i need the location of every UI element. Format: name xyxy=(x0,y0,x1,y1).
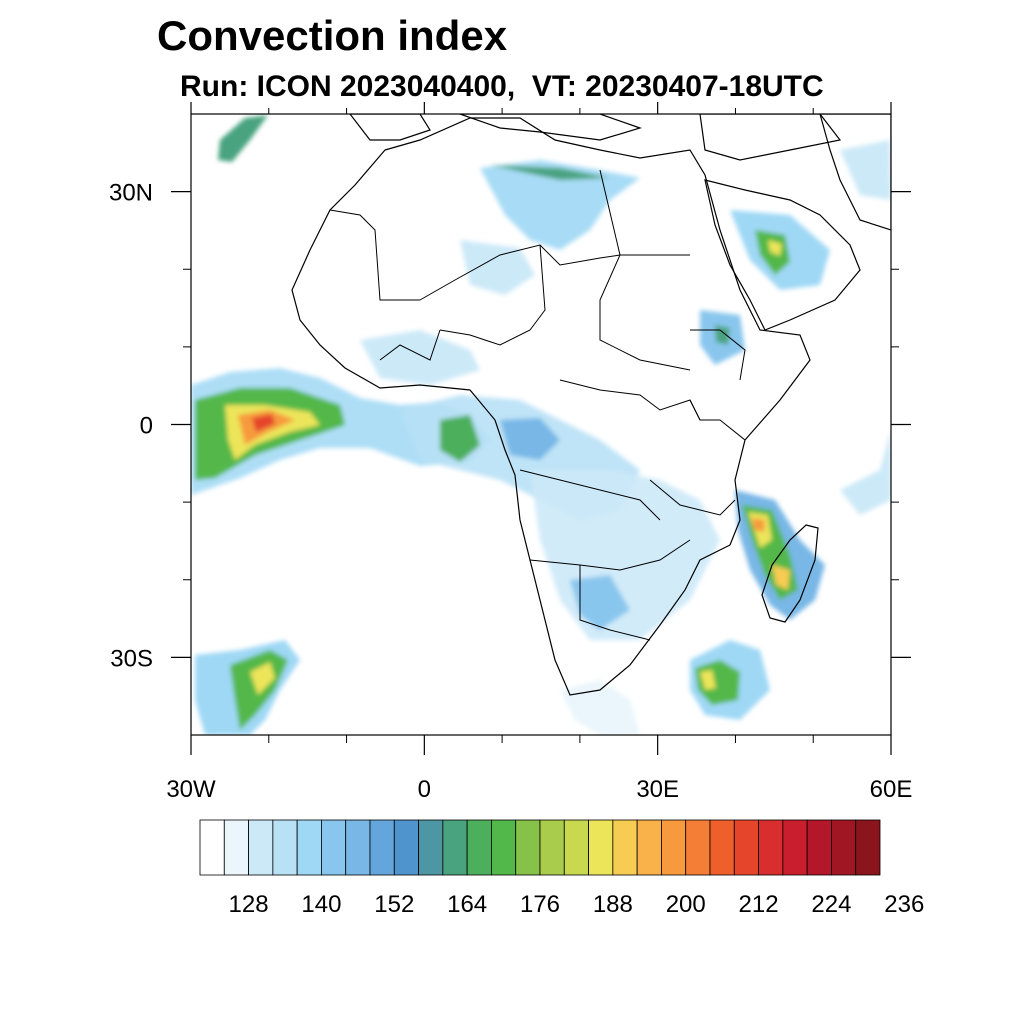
colorbar-label: 176 xyxy=(520,891,560,918)
colorbar-swatch xyxy=(806,819,832,876)
madagascar-yellow xyxy=(772,565,790,590)
colorbar-label: 236 xyxy=(884,891,924,918)
colorbar-swatch xyxy=(855,819,881,876)
indian-ocean-patch xyxy=(840,430,891,515)
colorbar-swatch xyxy=(248,819,274,876)
colorbar-label: 164 xyxy=(447,891,487,918)
mozambique-orange xyxy=(752,518,765,532)
colorbar-swatch xyxy=(758,819,784,876)
iran-patch xyxy=(840,140,891,200)
colorbar-swatch xyxy=(709,819,735,876)
land-outline xyxy=(761,524,819,623)
colorbar-swatch xyxy=(685,819,711,876)
land-outline xyxy=(291,117,811,696)
colorbar-swatch xyxy=(661,819,687,876)
southern-africa-outer xyxy=(530,470,720,640)
x-tick-label: 30E xyxy=(636,776,679,803)
colorbar-swatch xyxy=(272,819,298,876)
colorbar-label: 188 xyxy=(593,891,633,918)
colorbar-swatch xyxy=(491,819,517,876)
colorbar-swatch xyxy=(563,819,589,876)
x-tick-label: 60E xyxy=(870,776,913,803)
x-tick-label: 30W xyxy=(166,776,216,803)
colorbar-swatch xyxy=(782,819,808,876)
map-title: Convection index xyxy=(157,12,508,59)
colorbar-swatch xyxy=(296,819,322,876)
colorbar-swatch xyxy=(321,819,347,876)
colorbar-swatch xyxy=(393,819,419,876)
land-outline xyxy=(349,114,431,141)
country-border xyxy=(419,244,690,301)
country-border xyxy=(649,479,736,516)
colorbar-swatch xyxy=(612,819,638,876)
south-atlantic-streak xyxy=(560,680,640,735)
namibia-patch xyxy=(570,575,630,630)
y-tick-label: 30S xyxy=(110,645,153,672)
colorbar: 128 140 152 164 176 188 200 212 224 236 xyxy=(199,819,924,918)
x-tick-label: 0 xyxy=(418,776,431,803)
sahara-patch xyxy=(460,240,535,295)
colorbar-swatch xyxy=(539,819,565,876)
country-border xyxy=(559,379,701,421)
colorbar-label: 224 xyxy=(811,891,851,918)
y-tick-label: 0 xyxy=(140,413,153,440)
country-border xyxy=(519,469,661,521)
colorbar-label: 212 xyxy=(739,891,779,918)
country-border xyxy=(599,169,691,371)
central-africa-green xyxy=(440,415,480,462)
colorbar-swatch xyxy=(223,819,249,876)
land-outline xyxy=(699,114,842,161)
west-africa-patch xyxy=(360,330,480,385)
colorbar-swatch xyxy=(733,819,759,876)
land-outline xyxy=(459,114,642,141)
colorbar-swatch xyxy=(636,819,662,876)
country-border xyxy=(439,244,546,346)
arabia-yellow xyxy=(768,240,782,256)
north-africa-band-green xyxy=(490,165,610,180)
country-border xyxy=(329,209,420,301)
y-tick-label: 30N xyxy=(109,180,153,207)
land-outline xyxy=(819,114,891,231)
colorbar-label: 140 xyxy=(301,891,341,918)
map-subtitle: Run: ICON 2023040400, VT: 20230407-18UTC xyxy=(180,70,824,103)
land-outline xyxy=(704,179,861,331)
atlantic-band-peak xyxy=(252,414,275,432)
colorbar-swatch xyxy=(345,819,371,876)
colorbar-label: 200 xyxy=(666,891,706,918)
sw-atlantic-core xyxy=(250,662,275,695)
country-border xyxy=(690,329,746,381)
colorbar-swatch xyxy=(418,819,444,876)
ethiopia-green xyxy=(715,325,730,345)
colorbar-swatch xyxy=(831,819,857,876)
country-border xyxy=(379,329,441,361)
coastlines-and-borders xyxy=(291,114,891,696)
convection-field xyxy=(191,115,891,735)
colorbar-swatch xyxy=(199,819,225,876)
congo-patch xyxy=(500,418,560,460)
map-axes: 30W 0 30E 60E 30N 0 30S xyxy=(109,102,912,803)
nw-atlantic-patch xyxy=(218,115,268,162)
colorbar-label: 152 xyxy=(374,891,414,918)
colorbar-swatch xyxy=(588,819,614,876)
country-border xyxy=(529,539,691,571)
north-africa-band xyxy=(480,160,640,250)
colorbar-swatch xyxy=(442,819,468,876)
country-border xyxy=(689,399,746,441)
colorbar-swatch xyxy=(466,819,492,876)
colorbar-swatch xyxy=(369,819,395,876)
colorbar-swatch xyxy=(515,819,541,876)
colorbar-label: 128 xyxy=(229,891,269,918)
country-border xyxy=(579,565,651,641)
sw-indian-yellow xyxy=(700,670,716,690)
